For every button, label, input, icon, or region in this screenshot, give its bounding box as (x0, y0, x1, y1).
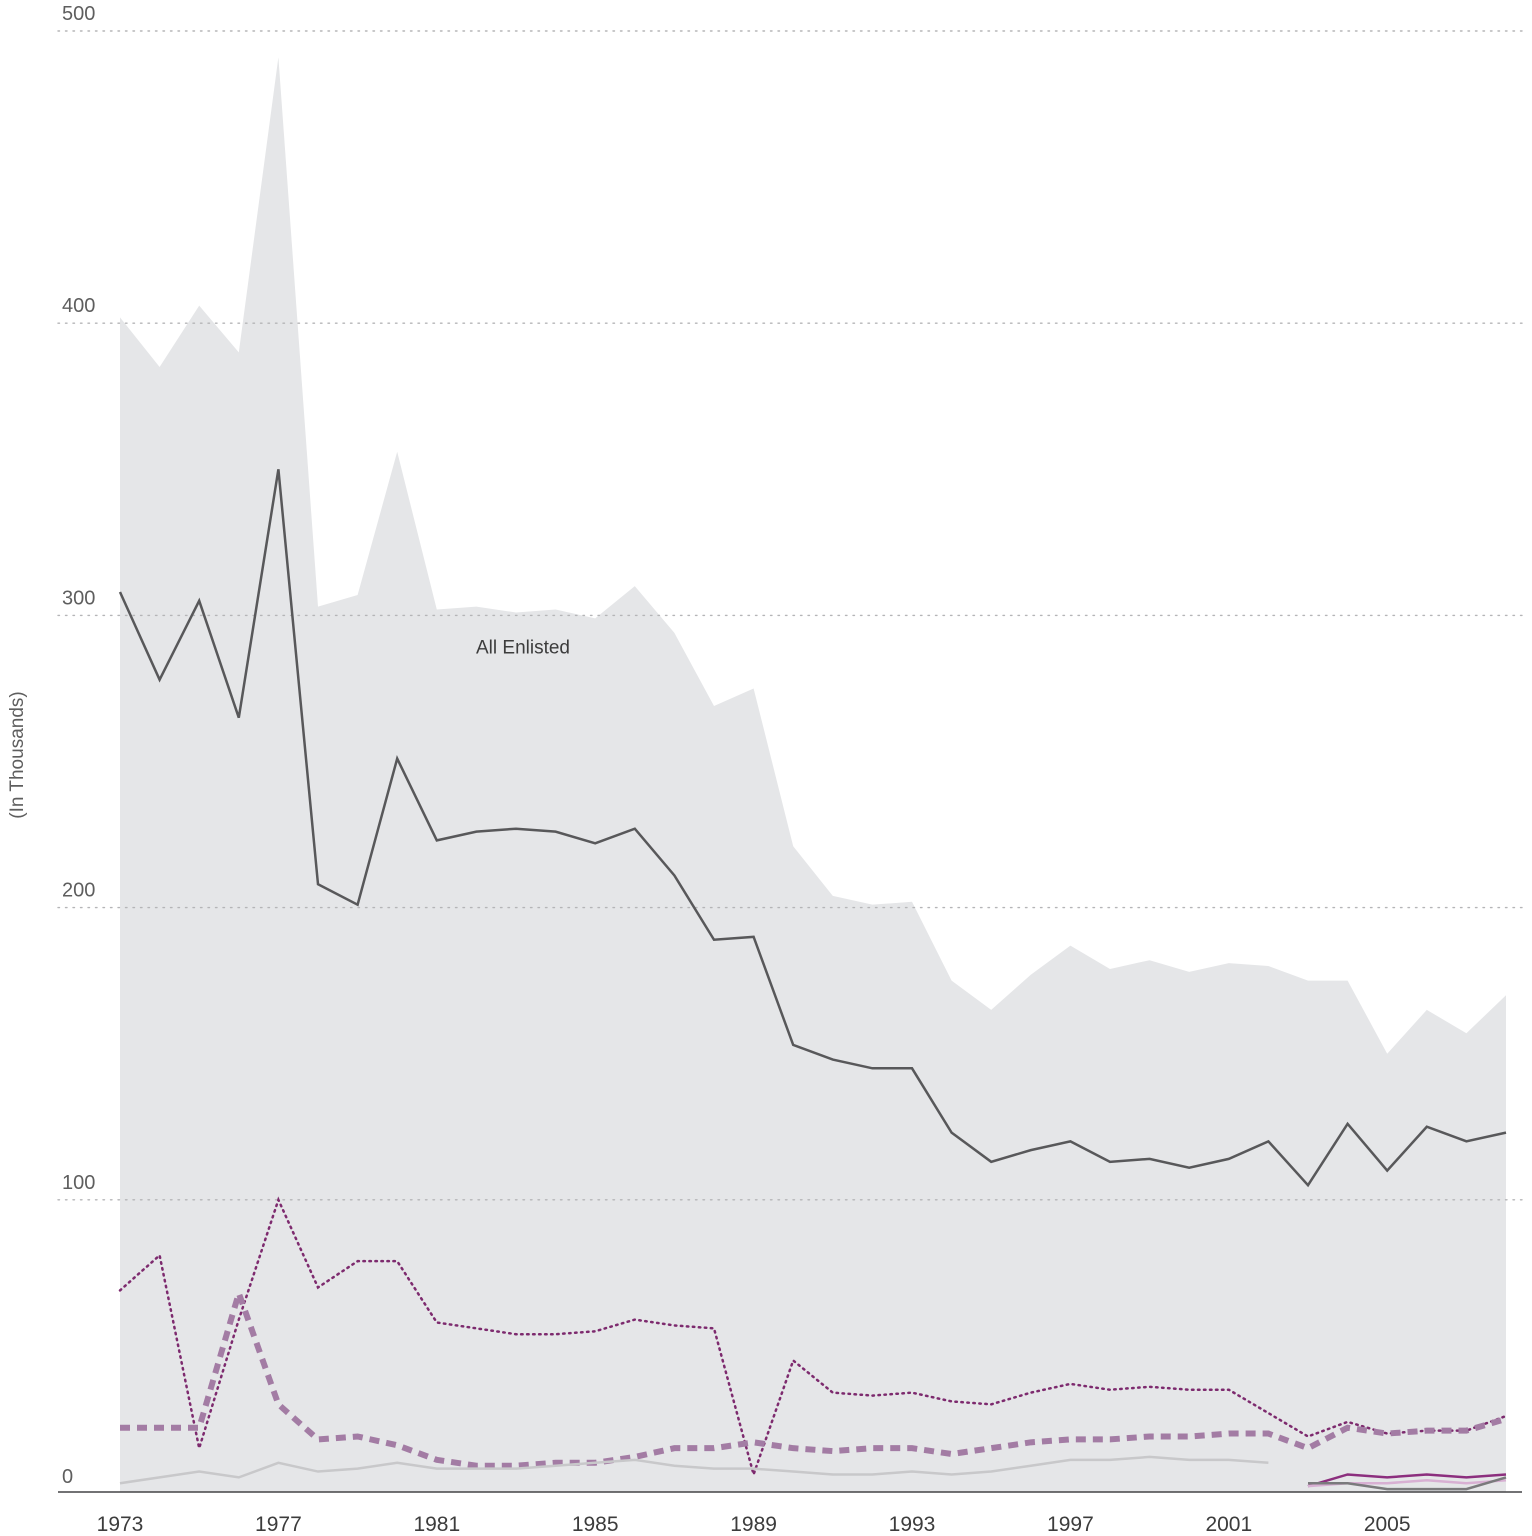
x-tick-label: 1989 (730, 1513, 777, 1536)
x-tick-label: 1985 (572, 1513, 619, 1536)
x-tick-label: 1973 (97, 1513, 144, 1536)
y-tick-label: 0 (62, 1466, 73, 1488)
x-tick-label: 2005 (1364, 1513, 1411, 1536)
x-tick-label: 2001 (1205, 1513, 1252, 1536)
series-line-4 (1307, 1473, 1507, 1488)
total-area (120, 57, 1506, 1493)
x-tick-label: 1993 (889, 1513, 936, 1536)
label-layer: 0 100 200 300 400 500 1973 1977 1981 1985 1989 1993… (7, 3, 1411, 1536)
series-line-0 (118, 469, 1507, 1188)
series-line-2 (120, 1283, 1507, 1469)
area-layer (120, 57, 1506, 1493)
y-tick-label: 300 (62, 587, 95, 609)
annotation-label: All Enlisted (476, 638, 570, 659)
y-axis-label: (In Thousands) (7, 691, 28, 818)
y-tick-label: 100 (62, 1172, 95, 1194)
series-layer (118, 469, 1508, 1491)
y-tick-label: 200 (62, 880, 95, 902)
y-tick-label: 400 (62, 295, 95, 317)
series-line-3 (119, 1455, 1269, 1485)
x-tick-label: 1981 (413, 1513, 460, 1536)
x-tick-label: 1997 (1047, 1513, 1094, 1536)
y-tick-label: 500 (62, 3, 95, 25)
x-tick-label: 1977 (255, 1513, 302, 1536)
series-line-6 (1308, 1476, 1507, 1491)
series-line-1 (118, 1196, 1508, 1479)
